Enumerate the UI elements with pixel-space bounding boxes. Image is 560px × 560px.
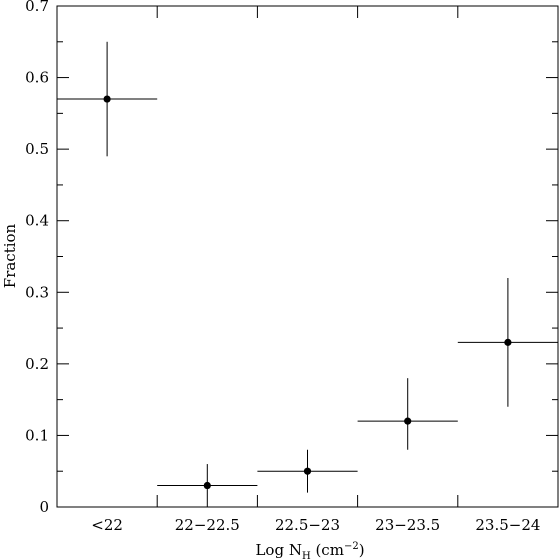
x-tick-label: 22.5−23 xyxy=(275,516,340,534)
x-axis-title-exponent: −2 xyxy=(344,541,359,552)
x-axis: <22 22−22.5 22.5−23 23−23.5 23.5−24 xyxy=(91,6,540,534)
y-tick-label: 0.5 xyxy=(25,140,49,158)
x-axis-title-main: Log N xyxy=(255,541,302,559)
x-axis-title-unit: (cm xyxy=(311,541,344,559)
x-tick-label: 23.5−24 xyxy=(475,516,540,534)
x-axis-title-close: ) xyxy=(359,541,365,559)
y-tick-label: 0.6 xyxy=(25,69,49,87)
x-tick-label: <22 xyxy=(91,516,123,534)
y-tick-label: 0.7 xyxy=(25,0,49,15)
y-axis-title: Fraction xyxy=(1,223,19,288)
data-points xyxy=(57,41,558,507)
y-tick-label: 0.3 xyxy=(25,283,49,301)
data-point xyxy=(504,338,512,346)
y-tick-label: 0 xyxy=(39,498,49,516)
x-axis-title-subscript: H xyxy=(302,551,311,560)
data-point xyxy=(303,467,312,475)
y-tick-label: 0.2 xyxy=(25,355,49,373)
data-point xyxy=(404,417,412,425)
y-axis: 0 0.1 0.2 0.3 0.4 0.5 0.6 0.7 xyxy=(25,0,558,516)
data-point xyxy=(203,481,211,490)
x-tick-label: 22−22.5 xyxy=(175,516,240,534)
x-tick-label: 23−23.5 xyxy=(375,516,440,534)
y-tick-label: 0.4 xyxy=(25,212,49,230)
data-point xyxy=(103,95,111,103)
plot-frame xyxy=(56,5,559,508)
x-axis-title: Log NH (cm−2) xyxy=(255,541,364,560)
y-tick-label: 0.1 xyxy=(25,426,49,444)
